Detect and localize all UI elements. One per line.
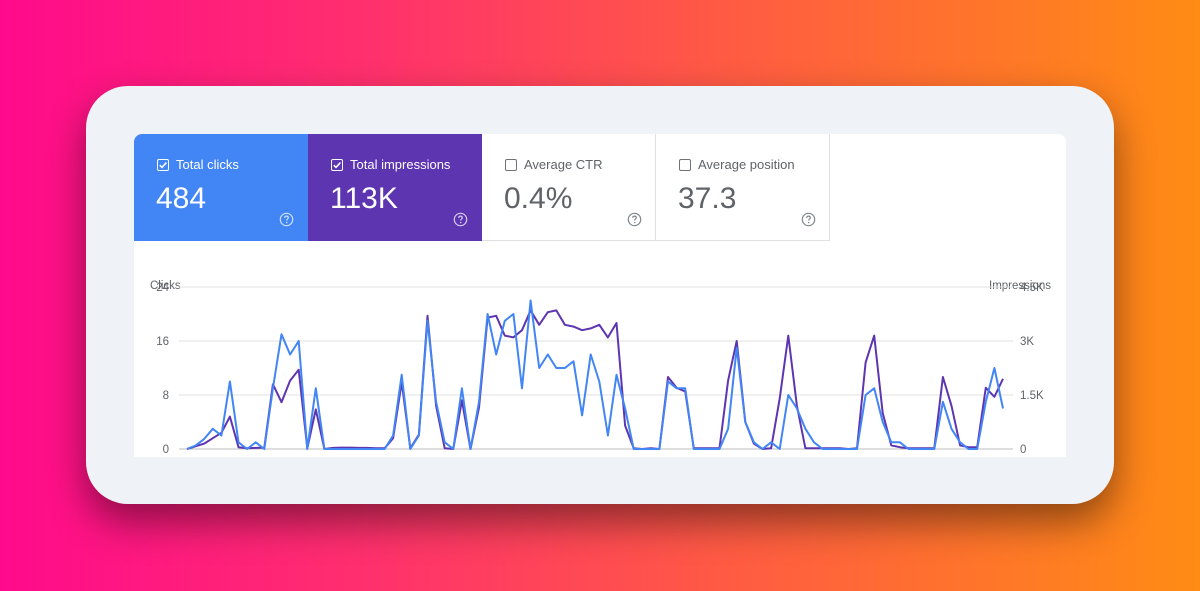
metric-card-average-ctr[interactable]: Average CTR 0.4% <box>482 134 656 241</box>
help-icon[interactable] <box>801 212 816 227</box>
metric-card-total-clicks[interactable]: Total clicks 484 <box>134 134 308 241</box>
checkbox-unchecked-icon[interactable] <box>679 159 691 171</box>
metric-value: 484 <box>156 182 207 215</box>
metric-value: 113K <box>330 182 398 215</box>
metric-cards: Total clicks 484 Total impressions 113K … <box>134 134 830 241</box>
metric-label: Total impressions <box>350 157 451 172</box>
checkbox-checked-icon[interactable] <box>331 159 343 171</box>
metric-card-total-impressions[interactable]: Total impressions 113K <box>308 134 482 241</box>
right-tick-label: 3K <box>1020 336 1034 348</box>
left-tick-label: 24 <box>156 282 169 294</box>
performance-panel: Total clicks 484 Total impressions 113K … <box>134 134 1066 457</box>
performance-chart: Clicks Impressions 24 4.5K 16 3K 8 1.5K 0 0 <box>150 280 1051 456</box>
series-line-clicks <box>186 299 1004 450</box>
left-tick-label: 0 <box>163 444 169 456</box>
metric-label: Average CTR <box>524 157 603 172</box>
metric-value: 0.4% <box>504 182 573 215</box>
metric-label: Total clicks <box>176 157 239 172</box>
metric-value: 37.3 <box>678 182 737 215</box>
left-tick-label: 8 <box>163 390 169 402</box>
help-icon[interactable] <box>453 212 468 227</box>
checkbox-checked-icon[interactable] <box>157 159 169 171</box>
help-icon[interactable] <box>279 212 294 227</box>
help-icon[interactable] <box>627 212 642 227</box>
left-tick-label: 16 <box>156 336 169 348</box>
right-tick-label: 4.5K <box>1020 282 1044 294</box>
right-axis-label: Impressions <box>989 280 1051 292</box>
checkbox-unchecked-icon[interactable] <box>505 159 517 171</box>
left-axis-label: Clicks <box>150 280 181 292</box>
metric-label: Average position <box>698 157 795 172</box>
right-tick-label: 0 <box>1020 444 1026 456</box>
metric-card-average-position[interactable]: Average position 37.3 <box>656 134 830 241</box>
card-frame: Total clicks 484 Total impressions 113K … <box>86 86 1114 504</box>
right-tick-label: 1.5K <box>1020 390 1044 402</box>
